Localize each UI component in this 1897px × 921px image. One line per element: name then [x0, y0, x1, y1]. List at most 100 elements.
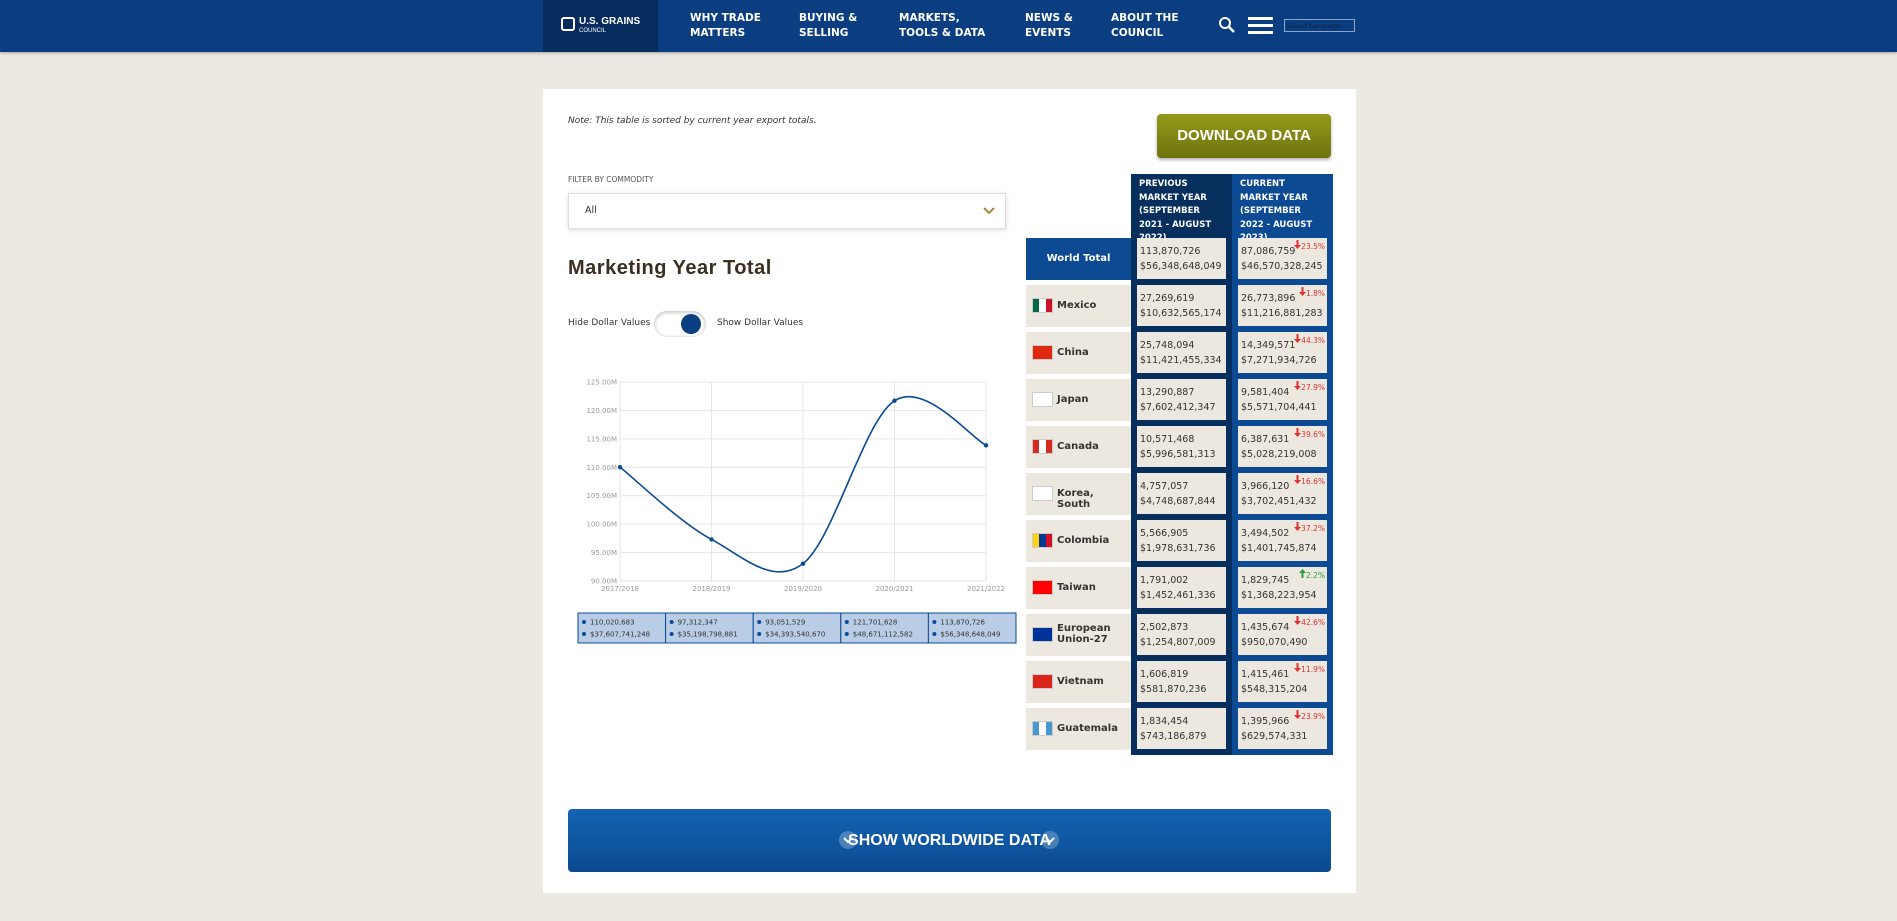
value-label: 121,701,628	[853, 619, 898, 627]
nav-item[interactable]: NEWS & EVENTS	[1025, 12, 1073, 39]
nav-item[interactable]: BUYING & SELLING	[799, 12, 858, 39]
value-cell	[840, 612, 929, 644]
menu-icon[interactable]	[1248, 17, 1273, 35]
current-cell: 3,966,120 $3,702,451,432 16.6%	[1238, 473, 1327, 514]
dollar-label: $48,671,112,582	[853, 631, 913, 639]
y-tick-label: 115.00M	[586, 435, 617, 443]
nav-item[interactable]: WHY TRADE MATTERS	[690, 12, 761, 39]
flag	[1032, 674, 1053, 689]
dollar-label: $56,348,648,049	[940, 631, 1000, 639]
flag	[1032, 392, 1053, 407]
logo-icon	[561, 17, 575, 31]
flag	[1032, 298, 1053, 313]
legend-dot	[844, 632, 849, 636]
change: 27.9%	[1294, 380, 1325, 395]
dollar-value: $46,570,328,245	[1241, 261, 1323, 272]
y-tick-label: 90.00M	[591, 578, 617, 586]
change: 1.8%	[1298, 286, 1325, 301]
flag-stripe	[1039, 675, 1046, 688]
toggle-knob	[681, 314, 701, 334]
flag-stripe	[1033, 628, 1040, 641]
change: 44.3%	[1294, 333, 1325, 348]
country-name: Japan	[1057, 394, 1089, 405]
change-arrow	[1294, 475, 1302, 484]
change: 2.2%	[1298, 568, 1325, 583]
quantity: 14,349,571	[1241, 340, 1296, 351]
filter-label: FILTER BY COMMODITY	[568, 175, 654, 184]
legend-dot	[932, 632, 937, 636]
column-header: PREVIOUS MARKET YEAR (SEPTEMBER 2021 - A…	[1139, 179, 1212, 243]
change-arrow	[1294, 616, 1302, 625]
legend-dot	[669, 632, 674, 636]
flag-stripe	[1033, 487, 1040, 500]
country-cell: Taiwan	[1026, 567, 1131, 609]
line	[619, 395, 987, 573]
show-worldwide-button[interactable]: SHOW WORLDWIDE DATA	[568, 809, 1331, 872]
change: 11.9%	[1294, 662, 1325, 677]
dollar-value: $548,315,204	[1241, 684, 1308, 695]
change-arrow	[1294, 710, 1302, 719]
toggle-on-label: Show Dollar Values	[717, 318, 804, 328]
flag	[1032, 439, 1053, 454]
logo-text: U.S. GRAINS	[579, 16, 641, 27]
dollar-value: $7,602,412,347	[1140, 402, 1216, 413]
country-cell: World Total	[1026, 238, 1131, 280]
y-tick-label: 125.00M	[586, 379, 617, 387]
country-name: Colombia	[1057, 535, 1110, 546]
flag-stripe	[1033, 675, 1040, 688]
x-tick-label: 2017/2018	[601, 585, 639, 593]
change-arrow	[1294, 381, 1302, 390]
flag-stripe	[1033, 534, 1040, 547]
flag-stripe	[1033, 581, 1040, 594]
legend-dot	[932, 620, 937, 624]
legend-dot	[757, 632, 762, 636]
country-cell: Canada	[1026, 426, 1131, 468]
nav-item[interactable]: ABOUT THE COUNCIL	[1111, 12, 1179, 39]
current-cell: 26,773,896 $11,216,881,283 1.8%	[1238, 285, 1327, 326]
current-cell: 1,435,674 $950,070,490 42.6%	[1238, 614, 1327, 655]
chevron-icon	[839, 831, 857, 849]
note: Note: This table is sorted by current ye…	[568, 116, 817, 126]
x-tick-label: 2020/2021	[876, 585, 914, 593]
prev-cell: 1,834,454 $743,186,879	[1137, 708, 1226, 749]
change-value: 39.6%	[1301, 430, 1325, 439]
flag-stripe	[1039, 581, 1046, 594]
dollar-label: $37,607,741,248	[590, 631, 650, 639]
flag-stripe	[1039, 440, 1046, 453]
flag	[1032, 533, 1053, 548]
search-icon[interactable]	[1218, 16, 1236, 34]
legend-dot	[844, 620, 849, 624]
point	[892, 398, 897, 403]
legend-dot	[582, 620, 586, 624]
dollar-value: $950,070,490	[1241, 637, 1308, 648]
change-value: 23.9%	[1301, 712, 1325, 721]
dollar-value: $581,870,236	[1140, 684, 1207, 695]
country-cell: Vietnam	[1026, 661, 1131, 703]
country-name: Guatemala	[1057, 723, 1118, 734]
dollar-value: $7,271,934,726	[1241, 355, 1317, 366]
download-button[interactable]: DOWNLOAD DATA	[1157, 114, 1331, 158]
change-arrow	[1294, 522, 1302, 531]
change: 23.5%	[1294, 239, 1325, 254]
quantity: 1,435,674	[1241, 622, 1290, 633]
value-cell	[927, 612, 1017, 644]
logo[interactable]: U.S. GRAINS COUNCIL	[543, 0, 658, 52]
legend-dot	[669, 620, 674, 624]
dollar-value: $56,348,648,049	[1140, 261, 1222, 272]
toggle-off-label: Hide Dollar Values	[568, 318, 651, 328]
flag-stripe	[1039, 534, 1046, 547]
commodity-select[interactable]: All	[568, 193, 1006, 229]
point	[800, 561, 806, 566]
dollar-value: $11,421,455,334	[1140, 355, 1222, 366]
dollar-value: $1,368,223,954	[1241, 590, 1317, 601]
dollar-value: $4,748,687,844	[1140, 496, 1216, 507]
flag	[1032, 627, 1053, 642]
quantity: 6,387,631	[1241, 434, 1290, 445]
flag-stripe	[1045, 299, 1052, 312]
language-select[interactable]: Select Language	[1284, 19, 1355, 32]
prev-cell: 1,791,002 $1,452,461,336	[1137, 567, 1226, 608]
flag-stripe	[1039, 346, 1046, 359]
change-value: 42.6%	[1301, 618, 1325, 627]
nav-item[interactable]: MARKETS, TOOLS & DATA	[899, 12, 986, 39]
